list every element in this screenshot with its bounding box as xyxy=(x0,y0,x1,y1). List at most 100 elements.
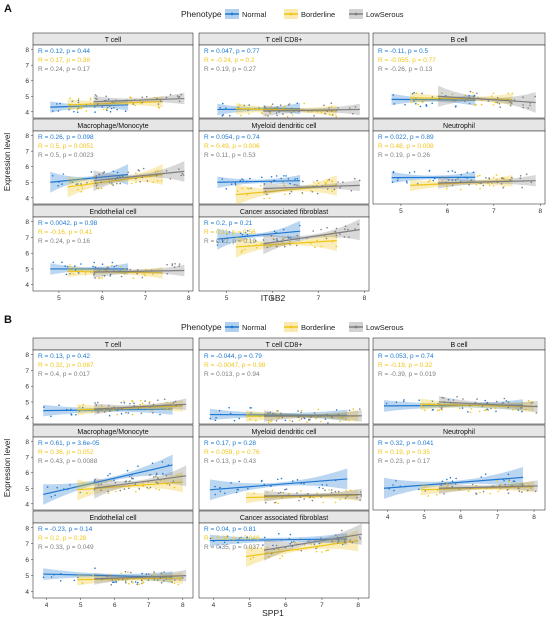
data-point-lowserous xyxy=(331,540,334,542)
data-point-normal xyxy=(219,546,222,548)
facet-title: T cell xyxy=(105,37,122,44)
data-point-normal xyxy=(214,419,217,422)
data-point-lowserous xyxy=(344,228,346,230)
data-point-lowserous xyxy=(327,422,329,424)
data-point-normal xyxy=(93,106,96,108)
data-point-lowserous xyxy=(136,583,138,586)
data-point-borderline xyxy=(120,572,122,574)
data-point-lowserous xyxy=(337,413,340,416)
data-point-borderline xyxy=(261,112,264,115)
data-point-lowserous xyxy=(122,268,125,270)
data-point-normal xyxy=(406,182,408,184)
data-point-normal xyxy=(52,261,55,264)
data-point-normal xyxy=(64,265,66,267)
data-point-normal xyxy=(262,239,265,241)
data-point-lowserous xyxy=(307,540,309,542)
data-point-lowserous xyxy=(324,489,326,492)
data-point-normal xyxy=(276,239,279,242)
data-point-lowserous xyxy=(341,529,343,532)
data-point-lowserous xyxy=(279,104,282,106)
data-point-borderline xyxy=(165,401,168,404)
data-point-lowserous xyxy=(142,167,145,170)
data-point-normal xyxy=(59,580,62,582)
facet-frame xyxy=(372,44,546,119)
data-point-borderline xyxy=(142,482,144,484)
data-point-borderline xyxy=(524,409,527,411)
data-point-borderline xyxy=(326,180,329,182)
data-point-lowserous xyxy=(98,173,100,176)
data-point-lowserous xyxy=(163,579,165,582)
data-point-lowserous xyxy=(94,94,97,96)
data-point-normal xyxy=(46,486,49,488)
data-point-lowserous xyxy=(293,183,296,186)
data-point-normal xyxy=(77,99,80,102)
data-point-normal xyxy=(234,182,237,185)
data-point-borderline xyxy=(292,114,294,116)
data-point-normal xyxy=(221,115,224,117)
data-point-lowserous xyxy=(106,266,109,269)
data-point-normal xyxy=(218,410,221,412)
data-point-borderline xyxy=(479,187,481,190)
data-point-borderline xyxy=(144,274,147,277)
data-point-normal xyxy=(50,415,52,418)
data-point-normal xyxy=(127,412,130,414)
data-point-lowserous xyxy=(122,578,124,581)
data-point-normal xyxy=(137,465,139,468)
data-point-borderline xyxy=(272,237,275,240)
data-point-lowserous xyxy=(110,583,113,586)
facet-frame xyxy=(32,522,194,599)
stat-normal: R = -0.23, p = 0.14 xyxy=(38,526,93,533)
data-point-normal xyxy=(449,476,452,479)
data-point-borderline xyxy=(103,269,106,272)
data-point-lowserous xyxy=(165,96,168,99)
data-point-normal xyxy=(50,576,53,578)
data-point-borderline xyxy=(267,421,270,424)
data-point-lowserous xyxy=(518,490,521,493)
data-point-lowserous xyxy=(155,174,158,177)
data-point-borderline xyxy=(154,170,157,173)
data-point-lowserous xyxy=(125,581,127,584)
data-point-normal xyxy=(467,411,469,413)
data-point-borderline xyxy=(80,105,83,108)
data-point-lowserous xyxy=(300,418,303,420)
data-point-borderline xyxy=(138,583,140,586)
data-point-borderline xyxy=(77,98,80,100)
data-point-lowserous xyxy=(291,180,294,182)
data-point-normal xyxy=(468,94,470,97)
data-point-lowserous xyxy=(128,487,130,490)
x-tick-label: 4 xyxy=(386,514,390,521)
data-point-lowserous xyxy=(313,114,315,117)
data-point-normal xyxy=(451,170,454,172)
data-point-borderline xyxy=(80,190,83,193)
data-point-lowserous xyxy=(296,184,298,186)
data-point-borderline xyxy=(69,107,72,110)
stat-lowserous: R = 0.24, p = 0.16 xyxy=(38,238,90,245)
facet-frame xyxy=(372,349,546,425)
facet-panel: Macrophage/Monocyte 4 5 6 7 8 R = 0.26, p = 0.… xyxy=(25,118,194,205)
data-point-lowserous xyxy=(502,402,504,404)
data-point-lowserous xyxy=(335,534,337,536)
legend-title: Phenotype xyxy=(181,322,222,332)
data-point-normal xyxy=(78,272,80,274)
data-point-lowserous xyxy=(356,496,358,499)
data-point-normal xyxy=(229,114,231,117)
data-point-lowserous xyxy=(517,409,520,412)
data-point-normal xyxy=(54,494,56,497)
data-point-lowserous xyxy=(105,95,107,98)
legend-label-lowserous: LowSerous xyxy=(366,10,404,19)
data-point-lowserous xyxy=(296,492,298,494)
y-axis-title: Expression level xyxy=(3,439,12,497)
data-point-normal xyxy=(239,179,242,182)
data-point-normal xyxy=(495,410,497,413)
stat-lowserous: R = 0.19, p = 0.26 xyxy=(378,152,430,159)
data-point-lowserous xyxy=(331,416,334,419)
data-point-lowserous xyxy=(522,104,524,106)
data-point-normal xyxy=(86,182,88,184)
data-point-lowserous xyxy=(141,276,144,279)
data-point-borderline xyxy=(129,96,131,99)
data-point-lowserous xyxy=(504,483,507,486)
data-point-normal xyxy=(247,487,249,490)
data-point-normal xyxy=(287,237,290,239)
data-point-normal xyxy=(255,240,257,242)
data-point-borderline xyxy=(266,546,269,548)
